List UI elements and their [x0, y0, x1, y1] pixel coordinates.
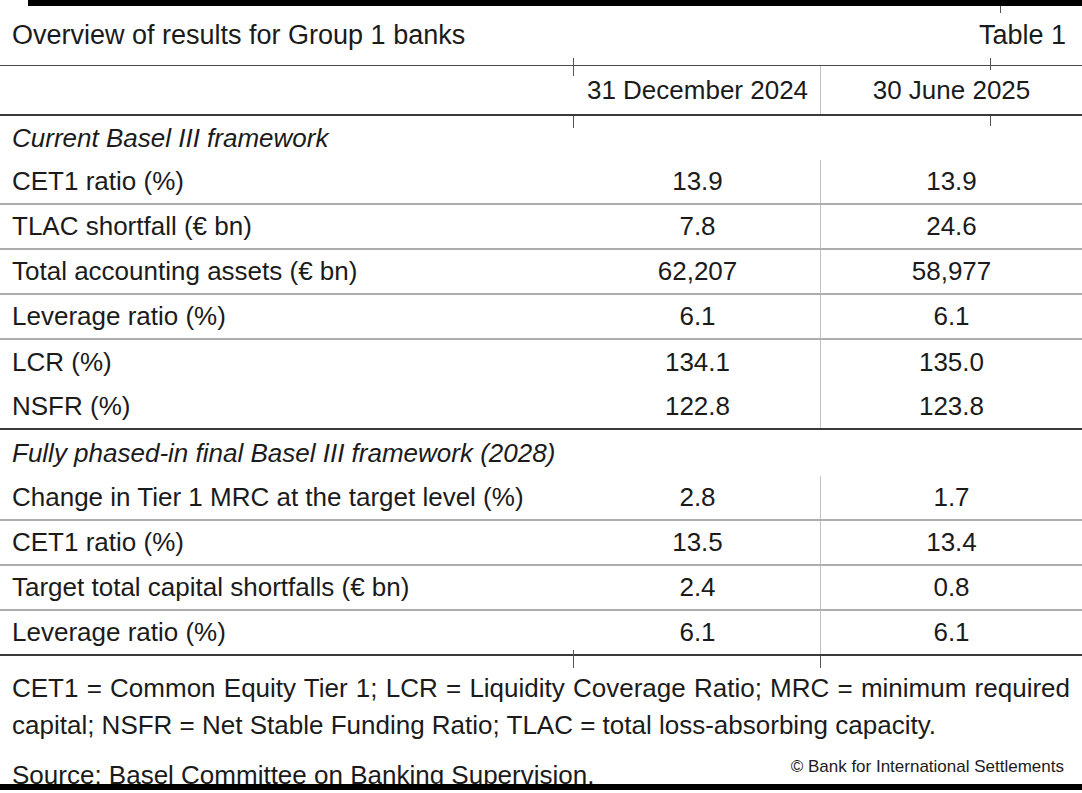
column-boundary-tick [990, 58, 991, 70]
table-row: LCR (%) 134.1 135.0 [0, 340, 1082, 385]
column-header-jun-2025: 30 June 2025 [820, 66, 1082, 114]
row-value-col1: 134.1 [575, 340, 820, 385]
row-label: LCR (%) [0, 340, 575, 385]
row-value-col2: 1.7 [820, 476, 1082, 519]
row-value-col2: 13.9 [820, 160, 1082, 203]
table-row: NSFR (%) 122.8 123.8 [0, 385, 1082, 430]
row-value-col2: 123.8 [820, 385, 1082, 428]
table-row: TLAC shortfall (€ bn) 7.8 24.6 [0, 205, 1082, 250]
row-value-col2: 135.0 [820, 340, 1082, 385]
row-value-col2: 0.8 [820, 566, 1082, 609]
column-header-dec-2024: 31 December 2024 [575, 66, 820, 114]
table-content: Overview of results for Group 1 banks Ta… [0, 6, 1082, 791]
column-boundary-tick [573, 58, 574, 76]
column-boundary-tick [990, 116, 991, 126]
footnote-abbreviations: CET1 = Common Equity Tier 1; LCR = Liqui… [0, 656, 1082, 744]
row-value-col2: 6.1 [820, 295, 1082, 338]
row-label: Total accounting assets (€ bn) [0, 250, 575, 293]
table-title-row: Overview of results for Group 1 banks Ta… [0, 6, 1082, 66]
table-row: Total accounting assets (€ bn) 62,207 58… [0, 250, 1082, 295]
row-label: CET1 ratio (%) [0, 160, 575, 203]
column-boundary-tick [1000, 6, 1001, 13]
row-label: CET1 ratio (%) [0, 521, 575, 564]
row-label: TLAC shortfall (€ bn) [0, 205, 575, 248]
row-value-col1: 122.8 [575, 385, 820, 428]
table-row: Target total capital shortfalls (€ bn) 2… [0, 566, 1082, 611]
row-value-col2: 6.1 [820, 611, 1082, 654]
column-boundary-tick [573, 116, 574, 128]
row-value-col1: 13.9 [575, 160, 820, 203]
row-value-col1: 62,207 [575, 250, 820, 293]
row-value-col1: 7.8 [575, 205, 820, 248]
table-row: Leverage ratio (%) 6.1 6.1 [0, 611, 1082, 656]
section-heading-final-framework: Fully phased-in final Basel III framewor… [0, 430, 1082, 476]
row-value-col1: 6.1 [575, 611, 820, 654]
table-row: Change in Tier 1 MRC at the target level… [0, 476, 1082, 521]
row-value-col1: 2.8 [575, 476, 820, 519]
row-value-col2: 13.4 [820, 521, 1082, 564]
column-boundary-tick [820, 656, 821, 668]
row-value-col2: 58,977 [820, 250, 1082, 293]
footnote-line-1: CET1 = Common Equity Tier 1; LCR = Liqui… [12, 670, 1070, 707]
column-header-row: 31 December 2024 30 June 2025 [0, 66, 1082, 116]
column-boundary-tick [573, 650, 574, 668]
copyright-notice: © Bank for International Settlements [791, 757, 1064, 777]
row-label: NSFR (%) [0, 385, 575, 428]
label-column-header [0, 66, 575, 114]
table-row: Leverage ratio (%) 6.1 6.1 [0, 295, 1082, 340]
row-label: Target total capital shortfalls (€ bn) [0, 566, 575, 609]
table-page: Overview of results for Group 1 banks Ta… [0, 0, 1082, 793]
row-label: Leverage ratio (%) [0, 295, 575, 338]
row-value-col1: 6.1 [575, 295, 820, 338]
row-value-col1: 2.4 [575, 566, 820, 609]
table-number-label: Table 1 [979, 20, 1066, 51]
table-row: CET1 ratio (%) 13.5 13.4 [0, 521, 1082, 566]
bottom-rule-bar [0, 784, 1082, 790]
row-label: Change in Tier 1 MRC at the target level… [0, 476, 575, 519]
row-value-col1: 13.5 [575, 521, 820, 564]
row-value-col2: 24.6 [820, 205, 1082, 248]
page-title: Overview of results for Group 1 banks [12, 20, 465, 51]
row-label: Leverage ratio (%) [0, 611, 575, 654]
table-row: CET1 ratio (%) 13.9 13.9 [0, 160, 1082, 205]
footnote-line-2: capital; NSFR = Net Stable Funding Ratio… [12, 707, 1070, 744]
section-heading-current-framework: Current Basel III framework [0, 116, 1082, 160]
